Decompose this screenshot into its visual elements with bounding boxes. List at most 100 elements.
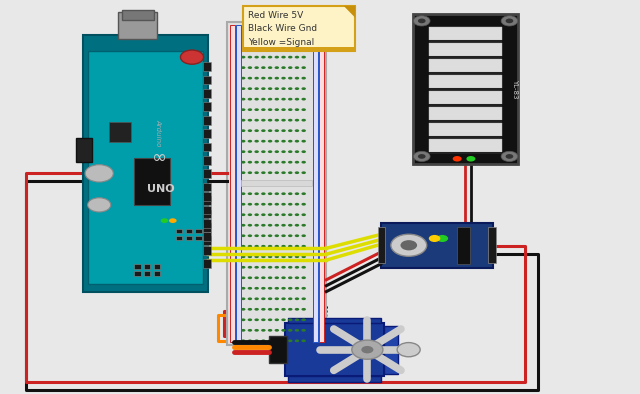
Circle shape bbox=[261, 287, 266, 290]
Circle shape bbox=[261, 308, 266, 310]
Bar bbox=[186, 236, 192, 240]
Circle shape bbox=[248, 245, 252, 248]
Circle shape bbox=[261, 140, 266, 143]
Circle shape bbox=[248, 140, 252, 143]
Circle shape bbox=[254, 340, 259, 342]
Circle shape bbox=[288, 161, 292, 164]
Circle shape bbox=[268, 45, 273, 48]
Bar bbox=[134, 264, 141, 269]
Circle shape bbox=[275, 56, 279, 59]
Bar bbox=[429, 120, 502, 122]
Circle shape bbox=[254, 77, 259, 80]
Circle shape bbox=[288, 297, 292, 300]
Bar bbox=[230, 25, 235, 342]
Circle shape bbox=[248, 87, 252, 90]
Circle shape bbox=[288, 98, 292, 100]
Circle shape bbox=[362, 346, 373, 353]
Circle shape bbox=[413, 16, 430, 26]
Bar bbox=[429, 59, 502, 72]
Circle shape bbox=[248, 224, 252, 227]
Circle shape bbox=[248, 161, 252, 164]
Circle shape bbox=[268, 56, 273, 59]
Bar bbox=[429, 104, 502, 106]
Circle shape bbox=[261, 161, 266, 164]
Circle shape bbox=[301, 87, 306, 90]
Bar bbox=[319, 25, 324, 342]
Circle shape bbox=[294, 255, 300, 258]
Bar bbox=[285, 323, 384, 376]
Circle shape bbox=[275, 108, 279, 111]
Circle shape bbox=[282, 77, 285, 80]
Circle shape bbox=[301, 287, 306, 290]
Circle shape bbox=[275, 340, 279, 342]
Circle shape bbox=[248, 234, 252, 237]
Circle shape bbox=[261, 151, 266, 153]
Circle shape bbox=[241, 77, 246, 80]
Circle shape bbox=[294, 266, 300, 269]
Circle shape bbox=[401, 240, 417, 251]
Circle shape bbox=[275, 129, 279, 132]
Circle shape bbox=[261, 255, 266, 258]
Circle shape bbox=[391, 234, 427, 256]
Circle shape bbox=[301, 98, 306, 100]
Circle shape bbox=[294, 151, 300, 153]
Circle shape bbox=[275, 245, 279, 248]
Circle shape bbox=[294, 308, 300, 310]
Circle shape bbox=[268, 297, 273, 300]
Circle shape bbox=[294, 329, 300, 332]
Circle shape bbox=[288, 56, 292, 59]
Circle shape bbox=[268, 234, 273, 237]
Bar bbox=[429, 88, 502, 90]
Circle shape bbox=[294, 56, 300, 59]
Circle shape bbox=[275, 182, 279, 185]
Circle shape bbox=[241, 203, 246, 206]
Bar bbox=[134, 158, 170, 205]
Bar bbox=[195, 236, 202, 240]
Circle shape bbox=[301, 340, 306, 342]
Bar bbox=[429, 75, 502, 88]
Circle shape bbox=[301, 234, 306, 237]
Circle shape bbox=[254, 35, 259, 37]
Circle shape bbox=[248, 151, 252, 153]
Circle shape bbox=[268, 151, 273, 153]
Circle shape bbox=[261, 108, 266, 111]
Circle shape bbox=[241, 161, 246, 164]
Circle shape bbox=[301, 161, 306, 164]
Circle shape bbox=[254, 214, 259, 216]
Circle shape bbox=[288, 329, 292, 332]
Circle shape bbox=[294, 129, 300, 132]
Circle shape bbox=[288, 340, 292, 342]
Circle shape bbox=[254, 192, 259, 195]
Circle shape bbox=[261, 340, 266, 342]
Circle shape bbox=[282, 151, 285, 153]
Circle shape bbox=[261, 87, 266, 90]
Bar bbox=[122, 10, 154, 20]
Bar bbox=[144, 264, 150, 269]
Circle shape bbox=[261, 318, 266, 321]
Circle shape bbox=[261, 129, 266, 132]
Circle shape bbox=[282, 224, 285, 227]
Circle shape bbox=[241, 45, 246, 48]
Circle shape bbox=[275, 66, 279, 69]
Circle shape bbox=[301, 214, 306, 216]
Circle shape bbox=[268, 161, 273, 164]
Circle shape bbox=[294, 234, 300, 237]
Circle shape bbox=[254, 161, 259, 164]
Circle shape bbox=[294, 140, 300, 143]
Circle shape bbox=[467, 156, 476, 162]
Circle shape bbox=[282, 192, 285, 195]
Circle shape bbox=[282, 45, 285, 48]
Circle shape bbox=[275, 287, 279, 290]
Circle shape bbox=[301, 297, 306, 300]
Circle shape bbox=[248, 119, 252, 122]
Circle shape bbox=[261, 192, 266, 195]
Circle shape bbox=[241, 266, 246, 269]
Bar bbox=[203, 169, 211, 178]
Circle shape bbox=[254, 308, 259, 310]
Circle shape bbox=[248, 329, 252, 332]
Circle shape bbox=[248, 45, 252, 48]
Circle shape bbox=[282, 318, 285, 321]
Circle shape bbox=[294, 287, 300, 290]
Circle shape bbox=[268, 318, 273, 321]
Circle shape bbox=[301, 277, 306, 279]
